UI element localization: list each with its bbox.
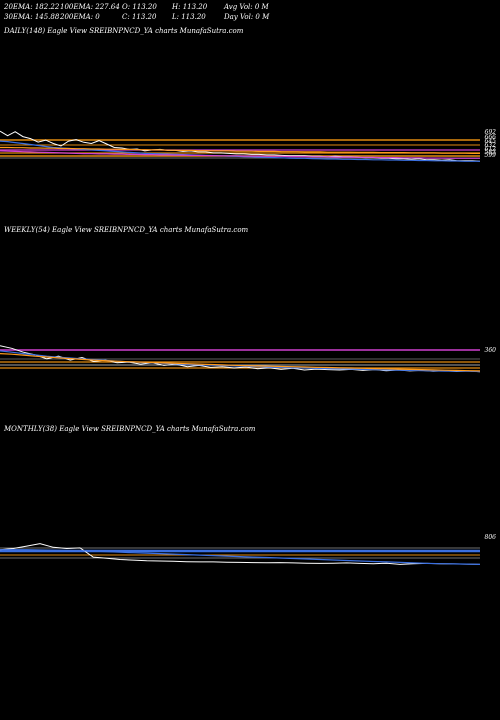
daily-panel-title: DAILY(148) Eagle View SREIBNPNCD_YA char… [4, 27, 244, 35]
daily-price-label-0: 692 [485, 129, 497, 136]
daily-series-line-0 [0, 130, 481, 162]
daily-price-label-5: 583 [485, 149, 497, 156]
monthly-panel-title: MONTHLY(38) Eagle View SREIBNPNCD_YA cha… [4, 425, 256, 433]
daily-price-label-2: 645 [485, 138, 497, 145]
monthly-series-line-0 [0, 543, 481, 565]
daily-series-line-3 [0, 146, 480, 154]
open-value: O: 113.20 [122, 3, 157, 11]
ema100-value: 100EMA: 227.64 [60, 3, 120, 11]
day-vol-value: Day Vol: 0 M [224, 13, 270, 21]
ema200-value: 200EMA: 0 [60, 13, 100, 21]
weekly-price-label-0: 360 [485, 347, 497, 354]
close-value: C: 113.20 [122, 13, 157, 21]
ema30-value: 30EMA: 145.88 [4, 13, 60, 21]
monthly-price-label-0: 806 [485, 534, 497, 541]
daily-price-label-3: 632 [485, 142, 497, 149]
stats-row-1: 20EMA: 182.22100EMA: 227.64 O: 113.20 H: 1… [4, 2, 304, 12]
ema20-value: 20EMA: 182.22 [4, 3, 60, 11]
stats-row-2: 30EMA: 145.88200EMA: 0 C: 113.20 L: 113.20… [4, 12, 304, 22]
high-value: H: 113.20 [172, 3, 208, 11]
low-value: L: 113.20 [172, 13, 206, 21]
weekly-panel-title: WEEKLY(54) Eagle View SREIBNPNCD_YA char… [4, 226, 249, 234]
daily-price-label-1: 666 [485, 134, 497, 141]
daily-series-line-2 [0, 150, 480, 159]
stats-header: 20EMA: 182.22100EMA: 227.64 O: 113.20 H: 1… [4, 2, 304, 22]
avg-vol-value: Avg Vol: 0 M [224, 3, 269, 11]
monthly-series-line-1 [0, 549, 481, 565]
daily-price-label-4: 612 [485, 146, 497, 153]
daily-price-label-6: 599 [485, 152, 497, 159]
weekly-series-line-2 [0, 353, 481, 372]
